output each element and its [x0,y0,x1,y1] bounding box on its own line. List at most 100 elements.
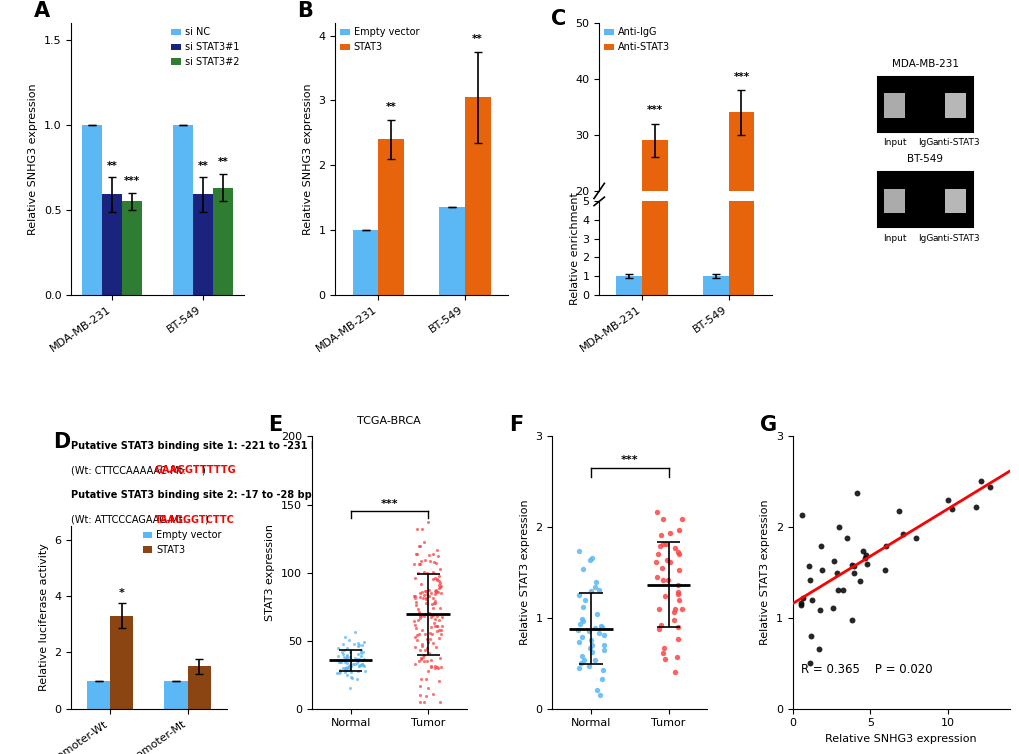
Point [341,651,358,663]
Point [857,549,873,561]
Point [356,665,372,677]
Point [427,612,443,624]
Point [408,596,424,608]
Bar [877,173,972,227]
Bar [164,681,187,709]
Point [574,631,590,643]
Point [342,660,359,672]
Bar [110,616,133,709]
Point [414,523,430,535]
Point [409,548,425,560]
Point [651,541,667,553]
Point [824,602,841,615]
Point [573,657,589,669]
Point [415,536,431,548]
Text: B: B [298,1,313,21]
Bar [438,207,465,295]
Bar [728,0,754,295]
Y-axis label: Relative luciferase activity: Relative luciferase activity [39,543,49,691]
Point [428,625,444,637]
Point [593,621,609,633]
Text: Putative STAT3 binding site 1: -221 to -231 bp: Putative STAT3 binding site 1: -221 to -… [71,440,325,451]
Point [587,622,603,634]
Point [416,590,432,602]
Point [424,637,440,649]
Point [657,538,674,550]
Bar [378,139,404,295]
Y-axis label: STAT3 expression: STAT3 expression [265,524,275,621]
Point [589,684,605,696]
Y-axis label: Relative SNHG3 expression: Relative SNHG3 expression [303,83,313,234]
Point [353,659,369,671]
Text: ***: *** [124,176,141,186]
Point [422,627,438,639]
Text: TAAGGGTCTTC: TAAGGGTCTTC [155,515,234,525]
Point [656,590,673,602]
Point [337,664,354,676]
Bar [702,298,728,303]
Point [586,581,602,593]
Point [803,594,819,606]
Point [595,645,611,657]
Point [427,584,443,596]
Point [430,575,446,587]
Point [813,563,829,575]
Point [422,654,438,666]
Point [341,659,358,671]
Point [416,610,432,622]
Point [330,642,346,654]
Point [420,636,436,648]
Point [425,602,441,614]
Point [793,597,809,609]
Point [981,481,998,493]
Point [810,643,826,655]
Point [356,636,372,648]
Point [330,667,346,679]
Point [338,652,355,664]
Text: C: C [550,9,566,29]
Y-axis label: Relative enrichment: Relative enrichment [569,192,579,305]
Point [409,523,425,535]
Point [350,665,366,677]
Text: G: G [759,415,776,435]
Point [342,667,359,679]
Bar [615,298,642,303]
Text: TCGA-BRCA: TCGA-BRCA [357,415,421,425]
Point [574,562,590,575]
Point [414,638,430,650]
Point [570,624,586,636]
Point [907,532,923,544]
Point [411,628,427,640]
Point [351,653,367,665]
Bar [615,276,642,295]
Point [418,608,434,621]
Point [425,617,441,629]
Legend: Empty vector, STAT3: Empty vector, STAT3 [143,530,221,555]
Point [335,644,352,656]
Legend: si NC, si STAT3#1, si STAT3#2: si NC, si STAT3#1, si STAT3#2 [171,27,238,67]
Point [336,656,353,668]
Bar [193,195,213,295]
Point [428,620,444,632]
Point [661,556,678,568]
Point [342,672,359,684]
Point [340,664,357,676]
Point [665,606,682,618]
Text: **: ** [472,34,483,44]
Point [350,637,366,649]
Point [407,630,423,642]
Point [426,597,442,609]
Point [417,628,433,640]
Text: IgG: IgG [917,234,932,243]
Point [340,661,357,673]
Point [409,567,425,579]
Point [422,633,438,645]
Point [334,639,351,651]
Point [348,657,365,670]
Point [354,639,370,651]
Text: ***: *** [646,106,662,115]
Point [652,529,668,541]
Point [665,614,682,626]
Point [856,553,872,565]
Point [433,611,449,623]
